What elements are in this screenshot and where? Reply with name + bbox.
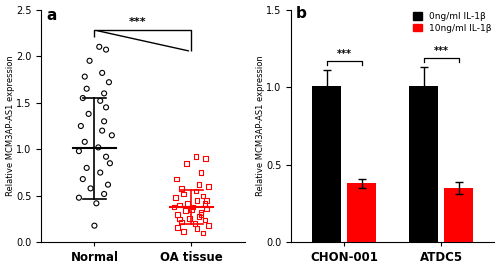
Point — [201, 201, 209, 205]
Point — [202, 198, 210, 203]
Point — [102, 48, 110, 52]
Point — [92, 201, 100, 205]
Point — [100, 91, 108, 96]
Y-axis label: Relative MCM3AP-AS1 expression: Relative MCM3AP-AS1 expression — [6, 56, 15, 196]
Point — [102, 154, 110, 159]
Point — [197, 212, 205, 217]
Point — [174, 225, 182, 230]
Point — [96, 99, 104, 103]
Text: ***: *** — [434, 46, 448, 56]
Point — [170, 205, 178, 209]
Point — [105, 80, 113, 84]
Point — [193, 226, 201, 231]
Point — [75, 195, 83, 200]
Point — [182, 209, 190, 213]
Point — [178, 186, 186, 191]
Point — [180, 192, 188, 196]
Point — [106, 161, 114, 166]
Text: b: b — [296, 6, 307, 21]
Point — [104, 183, 112, 187]
Point — [192, 189, 200, 193]
Point — [186, 216, 194, 220]
Point — [77, 124, 85, 128]
Point — [188, 208, 196, 212]
Bar — [348, 183, 376, 242]
Y-axis label: Relative MCM3AP-AS1 expression: Relative MCM3AP-AS1 expression — [256, 56, 264, 196]
Point — [184, 201, 192, 205]
Point — [79, 177, 87, 181]
Point — [102, 105, 110, 110]
Point — [96, 45, 104, 49]
Point — [202, 207, 210, 211]
Point — [79, 96, 87, 100]
Point — [172, 177, 180, 181]
Point — [100, 119, 108, 123]
Text: a: a — [46, 8, 56, 23]
Point — [189, 205, 197, 209]
Point — [96, 170, 104, 175]
Point — [108, 133, 116, 137]
Point — [197, 170, 205, 175]
Point — [199, 231, 207, 235]
Point — [204, 224, 212, 228]
Point — [172, 195, 180, 200]
Bar — [312, 86, 342, 242]
Point — [90, 224, 98, 228]
Point — [191, 222, 199, 226]
Point — [98, 71, 106, 75]
Point — [204, 184, 212, 189]
Point — [86, 186, 94, 191]
Point — [86, 59, 94, 63]
Point — [193, 198, 201, 203]
Bar — [409, 86, 438, 242]
Point — [82, 87, 90, 91]
Point — [84, 112, 92, 116]
Point — [82, 166, 90, 170]
Point — [98, 129, 106, 133]
Point — [174, 212, 182, 217]
Point — [201, 218, 209, 222]
Point — [192, 154, 200, 159]
Point — [94, 145, 102, 150]
Point — [202, 156, 210, 161]
Point — [80, 75, 88, 79]
Point — [100, 192, 108, 196]
Point — [180, 229, 188, 233]
Bar — [444, 188, 473, 242]
Point — [75, 149, 83, 153]
Legend: 0ng/ml IL-1β, 10ng/ml IL-1β: 0ng/ml IL-1β, 10ng/ml IL-1β — [410, 9, 494, 36]
Point — [195, 183, 203, 187]
Text: ***: *** — [129, 17, 147, 27]
Text: ***: *** — [337, 49, 352, 59]
Point — [197, 210, 205, 215]
Point — [182, 161, 190, 166]
Point — [195, 214, 203, 218]
Point — [176, 217, 184, 221]
Point — [178, 220, 186, 224]
Point — [199, 194, 207, 198]
Point — [176, 203, 184, 207]
Point — [80, 140, 88, 144]
